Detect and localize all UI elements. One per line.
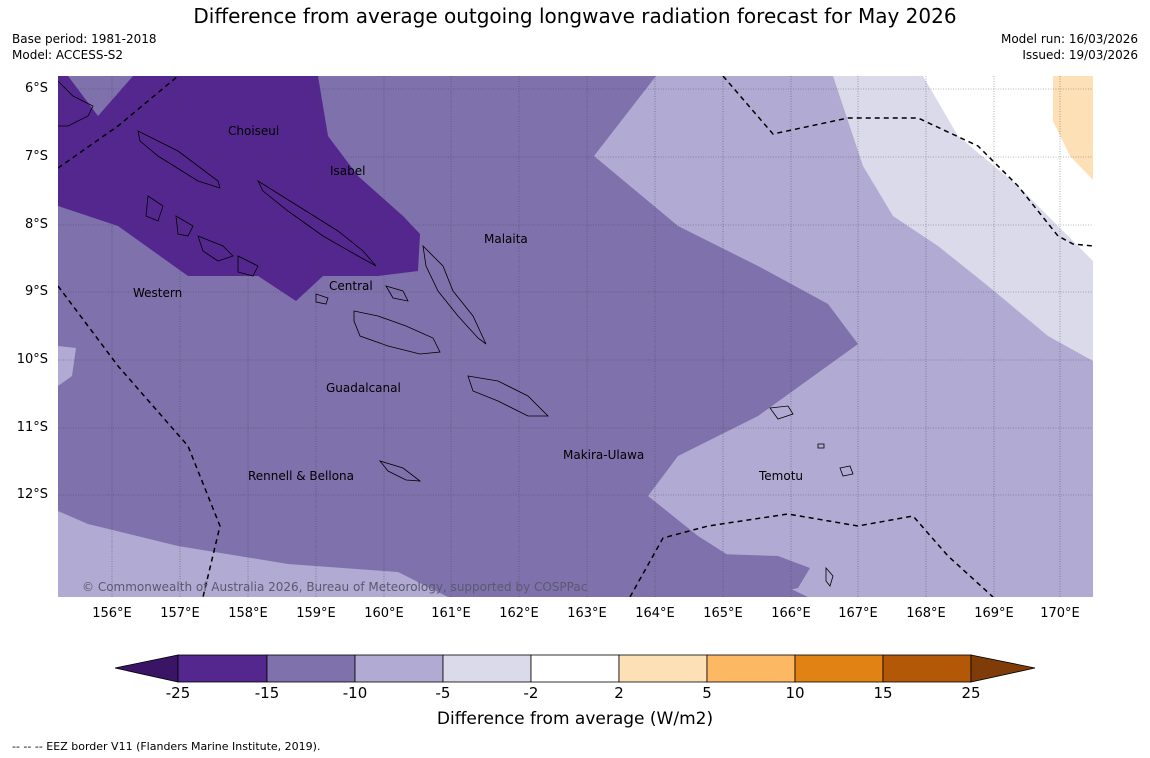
lon-label: 170°E: [1040, 606, 1080, 621]
colorbar-label: Difference from average (W/m2): [436, 709, 714, 729]
region-label: Temotu: [759, 469, 804, 483]
coastlines: [58, 80, 854, 587]
lon-label: 160°E: [364, 606, 404, 621]
colorbar-swatch: [618, 654, 708, 683]
colorbar-tick: 10: [785, 684, 805, 702]
colorbar-tick: 15: [873, 684, 893, 702]
colorbar-swatch: [530, 654, 620, 683]
colorbar-swatch: [882, 654, 972, 683]
lon-label: 167°E: [838, 606, 878, 621]
graticule: [58, 76, 1093, 597]
anomaly-band-neg10-neg15-south: [688, 554, 810, 597]
region-label: Choiseul: [228, 124, 280, 138]
colorbar-swatch: [794, 654, 884, 683]
colorbar-tick: -10: [342, 684, 368, 702]
eez-note: -- -- -- EEZ border V11 (Flanders Marine…: [12, 740, 321, 753]
colorbar-tick: 5: [702, 684, 712, 702]
lat-label: 8°S: [24, 217, 48, 232]
model-name: Model: ACCESS-S2: [12, 48, 124, 62]
colorbar-swatch: [442, 654, 532, 683]
colorbar-swatch: [266, 654, 356, 683]
region-label: Guadalcanal: [326, 381, 401, 395]
anomaly-band-neg15-neg25: [58, 76, 420, 301]
colorbar-tick: -25: [165, 684, 191, 702]
base-period: Base period: 1981-2018: [12, 32, 157, 46]
anomaly-band-neutral: [923, 76, 1093, 261]
colorbar-high-extend: [970, 654, 1036, 683]
region-label: Makira-Ulawa: [563, 448, 645, 462]
lat-label: 6°S: [24, 81, 48, 96]
region-label: Rennell & Bellona: [248, 469, 355, 483]
lon-label: 162°E: [499, 606, 539, 621]
model-run: Model run: 16/03/2026: [1000, 32, 1138, 46]
lon-label: 157°E: [160, 606, 200, 621]
lat-label: 10°S: [16, 352, 48, 367]
issued-date: Issued: 19/03/2026: [1022, 48, 1138, 62]
region-label: Isabel: [330, 164, 366, 178]
colorbar: [114, 654, 1036, 683]
map-title: Difference from average outgoing longwav…: [193, 4, 957, 28]
region-label: Malaita: [484, 232, 528, 246]
colorbar-swatch: [177, 654, 268, 683]
lon-label: 164°E: [635, 606, 675, 621]
lat-label: 9°S: [24, 284, 48, 299]
map-canvas: [58, 76, 1093, 597]
copyright-notice: © Commonwealth of Australia 2026, Bureau…: [82, 580, 588, 594]
colorbar-tick: 2: [614, 684, 624, 702]
colorbar-tick: 25: [961, 684, 981, 702]
lon-label: 158°E: [228, 606, 268, 621]
forecast-map: [58, 76, 1093, 597]
lon-label: 165°E: [703, 606, 743, 621]
lon-label: 163°E: [567, 606, 607, 621]
region-label: Central: [329, 279, 373, 293]
anomaly-band-neg5-neg10-west: [58, 346, 76, 386]
colorbar-tick: -15: [254, 684, 280, 702]
colorbar-tick: -2: [523, 684, 539, 702]
colorbar-tick: -5: [435, 684, 451, 702]
meta-left: Base period: 1981-2018 Model: ACCESS-S2: [12, 31, 157, 63]
lon-label: 169°E: [974, 606, 1014, 621]
lat-label: 11°S: [16, 420, 48, 435]
lon-label: 166°E: [771, 606, 811, 621]
colorbar-swatch: [706, 654, 796, 683]
eez-borders: [58, 76, 1093, 597]
colorbar-low-extend: [114, 654, 179, 683]
lon-label: 161°E: [431, 606, 471, 621]
meta-right: Model run: 16/03/2026 Issued: 19/03/2026: [1001, 31, 1138, 63]
region-label: Western: [133, 286, 183, 300]
anomaly-band-neg5-neg10-south: [58, 511, 448, 597]
lat-label: 12°S: [16, 487, 48, 502]
lat-label: 7°S: [24, 149, 48, 164]
colorbar-swatch: [354, 654, 444, 683]
anomaly-band-pos2-pos5: [1053, 76, 1093, 180]
lon-label: 168°E: [906, 606, 946, 621]
lon-label: 159°E: [296, 606, 336, 621]
lon-label: 156°E: [92, 606, 132, 621]
